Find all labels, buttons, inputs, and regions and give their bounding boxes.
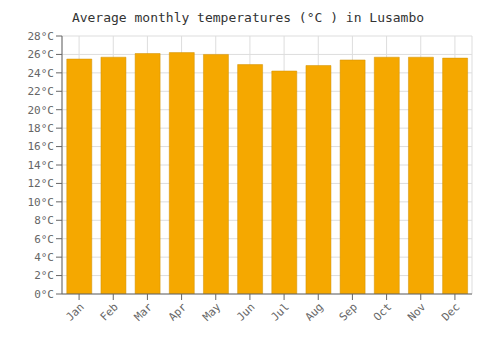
svg-text:6°C: 6°C — [34, 233, 54, 246]
svg-text:16°C: 16°C — [28, 140, 55, 153]
svg-text:24°C: 24°C — [28, 67, 55, 80]
svg-text:28°C: 28°C — [28, 30, 55, 43]
svg-text:22°C: 22°C — [28, 85, 55, 98]
svg-text:Jul: Jul — [268, 300, 291, 323]
svg-text:10°C: 10°C — [28, 196, 55, 209]
svg-text:Sep: Sep — [337, 300, 360, 323]
svg-text:2°C: 2°C — [34, 269, 54, 282]
svg-text:4°C: 4°C — [34, 251, 54, 264]
svg-text:Oct: Oct — [371, 300, 394, 323]
svg-text:20°C: 20°C — [28, 104, 55, 117]
svg-text:Apr: Apr — [166, 300, 190, 324]
svg-text:Dec: Dec — [439, 300, 462, 323]
svg-text:May: May — [200, 300, 224, 324]
svg-text:Feb: Feb — [98, 300, 121, 323]
svg-text:8°C: 8°C — [34, 214, 54, 227]
svg-text:Nov: Nov — [405, 300, 429, 324]
svg-text:18°C: 18°C — [28, 122, 55, 135]
svg-text:26°C: 26°C — [28, 48, 55, 61]
svg-text:Mar: Mar — [132, 300, 156, 324]
html-text:Average monthly temperatures (: Average monthly temperatures (°C ) in Lu… — [71, 10, 425, 25]
svg-text:0°C: 0°C — [34, 288, 54, 301]
svg-text:Jan: Jan — [63, 300, 86, 323]
svg-text:12°C: 12°C — [28, 177, 55, 190]
svg-text:14°C: 14°C — [28, 159, 55, 172]
svg-text:Aug: Aug — [303, 300, 326, 323]
svg-text:Jun: Jun — [234, 300, 257, 323]
